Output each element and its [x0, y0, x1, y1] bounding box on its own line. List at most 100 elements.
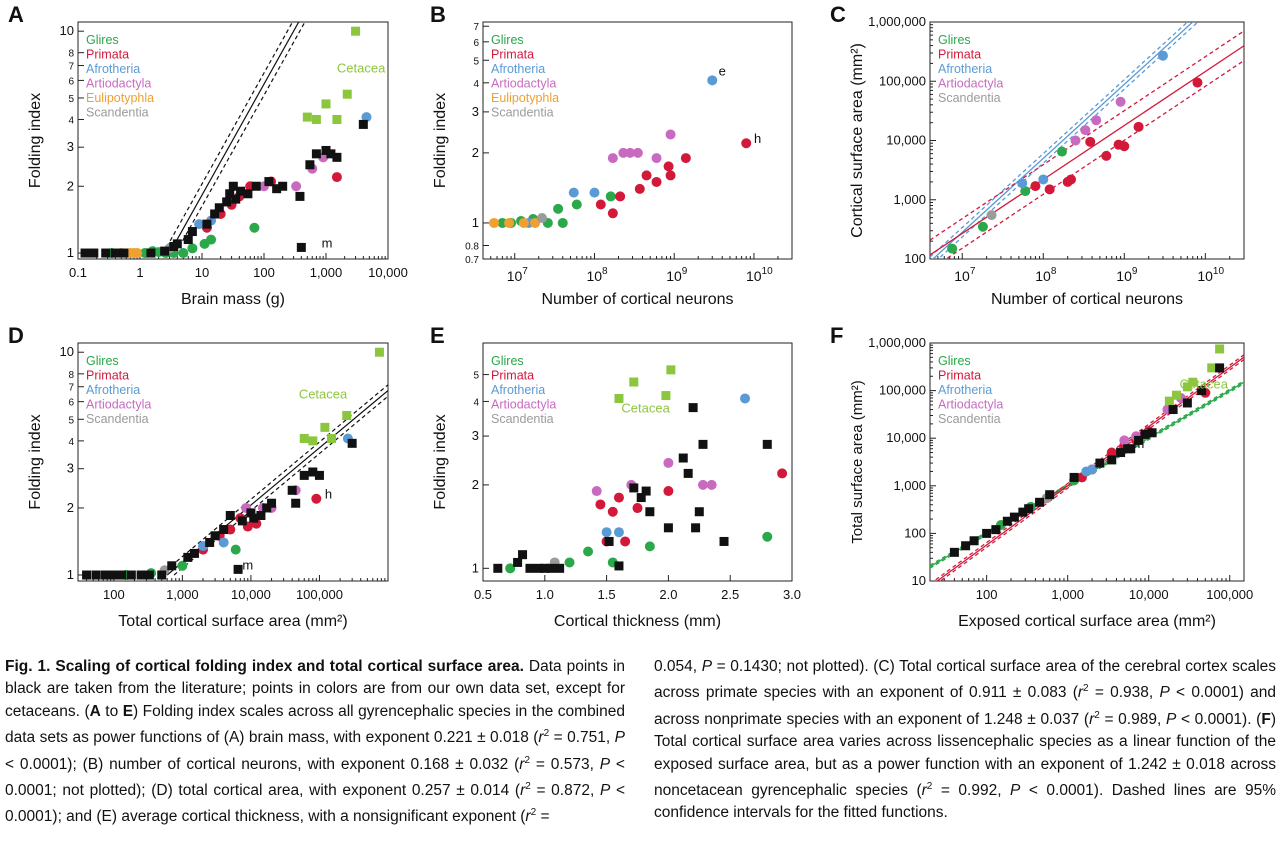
point-cetacea — [351, 26, 361, 36]
point-cetacea — [666, 365, 676, 375]
point-literature — [236, 186, 246, 196]
legend-entry: Artiodactyla — [938, 398, 1003, 412]
point-literature — [1197, 386, 1207, 396]
point-literature — [1134, 435, 1144, 445]
y-tick-label: 1,000,000 — [868, 14, 926, 29]
fit-lines — [159, 384, 388, 576]
point-primata — [634, 183, 645, 194]
point-literature — [961, 541, 971, 551]
point-eulipotyphla — [518, 217, 529, 228]
point-literature — [214, 203, 224, 213]
point-literature — [1009, 512, 1019, 522]
annotation: Cetacea — [621, 400, 670, 415]
point-primata — [632, 503, 643, 514]
point-glires — [762, 531, 773, 542]
x-tick-label: 10,000 — [1129, 587, 1169, 602]
caption-title: Fig. 1. Scaling of cortical folding inde… — [5, 658, 524, 675]
caption-fragment: r — [1089, 710, 1095, 728]
point-literature — [1215, 363, 1225, 373]
point-literature — [144, 570, 154, 580]
point-glires — [187, 243, 198, 254]
point-primata — [651, 176, 662, 187]
point-glires — [1056, 146, 1067, 157]
legend-entry: Scandentia — [938, 91, 1001, 105]
x-tick-label: 3.0 — [783, 587, 801, 602]
legend-entry: Artiodactyla — [86, 77, 151, 91]
caption-fragment: P — [1165, 710, 1177, 728]
fit-lines — [930, 22, 1244, 259]
point-literature — [243, 189, 253, 199]
x-tick-exponent: 8 — [602, 266, 608, 277]
x-axis-label: Total cortical surface area (mm²) — [118, 613, 347, 630]
point-artiodactyla — [698, 479, 709, 490]
point-artiodactyla — [1119, 435, 1130, 446]
caption-fragment: P — [599, 755, 611, 773]
point-cetacea — [332, 114, 342, 124]
y-tick-label: 5 — [68, 94, 74, 105]
x-tick-base: 10 — [1197, 268, 1213, 284]
panel-letter: C — [830, 2, 846, 27]
point-literature — [688, 403, 698, 413]
annotation: h — [754, 131, 761, 146]
legend-entry: Glires — [938, 354, 971, 368]
point-primata — [615, 191, 626, 202]
x-tick-base: 10 — [954, 268, 970, 284]
plot-frame — [929, 342, 1245, 582]
panel-d: D 100 1,000 10,000 100,000 1 2 3 4 5 6 7 8 10 Total co… — [8, 323, 389, 630]
point-cetacea — [629, 377, 639, 387]
point-cetacea — [321, 99, 331, 109]
annotation: h — [325, 487, 332, 502]
caption-fragment: E — [122, 702, 134, 720]
x-tick-label: 100,000 — [296, 587, 343, 602]
point-primata — [595, 499, 606, 510]
caption-fragment: 2 — [543, 727, 550, 739]
point-literature — [525, 563, 535, 573]
point-glires — [178, 248, 189, 259]
point-primata — [663, 486, 674, 497]
point-literature — [246, 508, 256, 518]
point-literature — [80, 248, 90, 258]
x-axis-label: Number of cortical neurons — [991, 291, 1183, 308]
point-glires — [177, 560, 188, 571]
x-tick-label: 10 — [195, 265, 209, 280]
x-tick-base: 10 — [1035, 268, 1051, 284]
legend-entry: Scandentia — [938, 412, 1001, 426]
y-axis-label: Folding index — [27, 414, 44, 509]
y-tick-label: 7 — [68, 383, 74, 394]
caption-fragment: 2 — [525, 780, 531, 792]
y-tick-label: 8 — [68, 370, 74, 381]
point-literature — [89, 248, 99, 258]
x-tick-label: 0.5 — [474, 587, 492, 602]
data-points — [947, 50, 1203, 254]
point-literature — [160, 246, 170, 256]
point-afrotheria — [218, 537, 229, 548]
caption-fragment: = — [536, 808, 550, 826]
point-literature — [91, 570, 101, 580]
caption-fragment: ) Folding index scales across all gyrenc… — [5, 702, 625, 747]
caption-column-right: 0.054, P = 0.1430; not plotted). (C) Tot… — [654, 656, 1276, 825]
point-literature — [187, 227, 197, 237]
caption-fragment: 2 — [524, 754, 531, 766]
x-tick-exponent: 10 — [1213, 266, 1225, 277]
legend-entry: Glires — [491, 354, 524, 368]
point-primata — [1106, 447, 1117, 458]
ci-lower-gyrencephalic — [939, 359, 1244, 581]
annotation: m — [242, 557, 253, 572]
y-tick-label: 100 — [904, 525, 926, 540]
y-tick-label: 0.7 — [465, 255, 479, 266]
point-literature — [663, 523, 673, 533]
point-literature — [256, 510, 266, 520]
caption-fragment: 2 — [926, 780, 933, 792]
ci-upper-nonprimate — [930, 22, 1189, 258]
caption-fragment: to — [100, 702, 123, 720]
point-literature — [991, 525, 1001, 535]
point-afrotheria — [1038, 174, 1049, 185]
y-tick-label: 5 — [473, 371, 479, 382]
y-tick-label: 3 — [67, 461, 74, 476]
plot-frame — [77, 21, 389, 260]
point-primata — [311, 493, 322, 504]
point-literature — [694, 507, 704, 517]
point-literature — [1002, 516, 1012, 526]
point-afrotheria — [1017, 178, 1028, 189]
y-tick-label: 3 — [472, 104, 479, 119]
